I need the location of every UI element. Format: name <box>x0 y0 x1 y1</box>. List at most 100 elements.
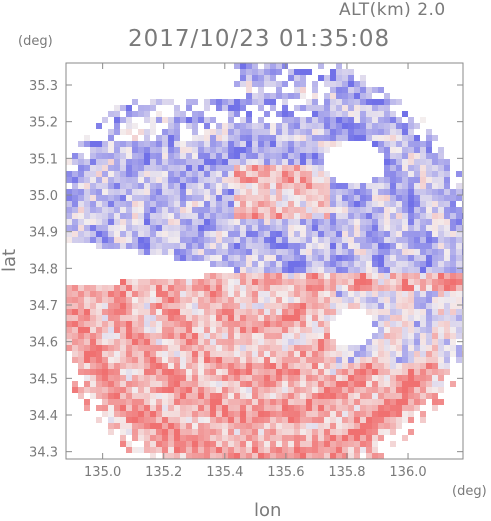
velocity-cell <box>84 165 90 171</box>
velocity-cell <box>354 453 360 459</box>
velocity-cell <box>270 255 276 261</box>
velocity-cell <box>126 363 132 369</box>
velocity-cell <box>180 297 186 303</box>
velocity-cell <box>378 297 384 303</box>
velocity-cell <box>258 165 264 171</box>
velocity-cell <box>234 309 240 315</box>
velocity-cell <box>288 147 294 153</box>
velocity-cell <box>252 279 258 285</box>
velocity-cell <box>258 105 264 111</box>
velocity-cell <box>312 207 318 213</box>
velocity-cell <box>216 393 222 399</box>
velocity-cell <box>174 297 180 303</box>
velocity-cell <box>84 195 90 201</box>
velocity-cell <box>330 207 336 213</box>
velocity-cell <box>132 135 138 141</box>
velocity-cell <box>330 345 336 351</box>
velocity-cell <box>246 273 252 279</box>
velocity-cell <box>138 141 144 147</box>
velocity-cell <box>96 339 102 345</box>
velocity-cell <box>168 159 174 165</box>
velocity-cell <box>414 267 420 273</box>
velocity-cell <box>276 237 282 243</box>
velocity-cell <box>204 273 210 279</box>
velocity-cell <box>426 129 432 135</box>
velocity-cell <box>354 417 360 423</box>
velocity-cell <box>258 291 264 297</box>
velocity-cell <box>258 93 264 99</box>
velocity-cell <box>84 171 90 177</box>
velocity-cell <box>294 117 300 123</box>
velocity-cell <box>378 189 384 195</box>
velocity-cell <box>318 417 324 423</box>
velocity-cell <box>354 213 360 219</box>
velocity-cell <box>420 327 426 333</box>
velocity-cell <box>378 381 384 387</box>
velocity-cell <box>372 111 378 117</box>
velocity-cell <box>144 153 150 159</box>
velocity-cell <box>222 189 228 195</box>
velocity-cell <box>456 207 462 213</box>
velocity-cell <box>294 315 300 321</box>
velocity-cell <box>438 387 444 393</box>
velocity-cell <box>186 171 192 177</box>
velocity-cell <box>228 387 234 393</box>
velocity-cell <box>330 273 336 279</box>
velocity-cell <box>390 147 396 153</box>
velocity-cell <box>246 429 252 435</box>
velocity-cell <box>330 297 336 303</box>
velocity-cell <box>450 321 456 327</box>
velocity-cell <box>432 345 438 351</box>
velocity-cell <box>132 159 138 165</box>
velocity-cell <box>240 423 246 429</box>
velocity-cell <box>378 177 384 183</box>
velocity-cell <box>162 195 168 201</box>
velocity-cell <box>228 417 234 423</box>
velocity-cell <box>96 327 102 333</box>
velocity-cell <box>378 255 384 261</box>
velocity-cell <box>186 297 192 303</box>
velocity-cell <box>390 189 396 195</box>
velocity-cell <box>66 177 72 183</box>
velocity-cell <box>306 159 312 165</box>
velocity-cell <box>96 333 102 339</box>
velocity-cell <box>330 141 336 147</box>
velocity-cell <box>414 135 420 141</box>
velocity-cell <box>312 447 318 453</box>
velocity-cell <box>408 183 414 189</box>
velocity-cell <box>102 387 108 393</box>
velocity-cell <box>180 147 186 153</box>
velocity-cell <box>144 117 150 123</box>
velocity-cell <box>294 243 300 249</box>
velocity-cell <box>282 303 288 309</box>
velocity-cell <box>402 183 408 189</box>
velocity-cell <box>120 321 126 327</box>
velocity-cell <box>432 327 438 333</box>
velocity-cell <box>288 111 294 117</box>
velocity-cell <box>234 435 240 441</box>
velocity-cell <box>252 405 258 411</box>
velocity-cell <box>180 345 186 351</box>
velocity-cell <box>138 243 144 249</box>
velocity-cell <box>168 249 174 255</box>
velocity-cell <box>72 321 78 327</box>
velocity-cell <box>300 345 306 351</box>
velocity-cell <box>132 123 138 129</box>
velocity-cell <box>408 129 414 135</box>
velocity-cell <box>138 447 144 453</box>
velocity-cell <box>414 363 420 369</box>
velocity-cell <box>318 351 324 357</box>
velocity-cell <box>354 405 360 411</box>
velocity-cell <box>174 135 180 141</box>
velocity-cell <box>150 315 156 321</box>
velocity-cell <box>276 333 282 339</box>
velocity-cell <box>102 207 108 213</box>
velocity-cell <box>450 291 456 297</box>
velocity-cell <box>120 231 126 237</box>
velocity-cell <box>216 315 222 321</box>
velocity-cell <box>300 255 306 261</box>
velocity-cell <box>252 429 258 435</box>
velocity-cell <box>150 357 156 363</box>
velocity-cell <box>192 345 198 351</box>
velocity-cell <box>162 159 168 165</box>
